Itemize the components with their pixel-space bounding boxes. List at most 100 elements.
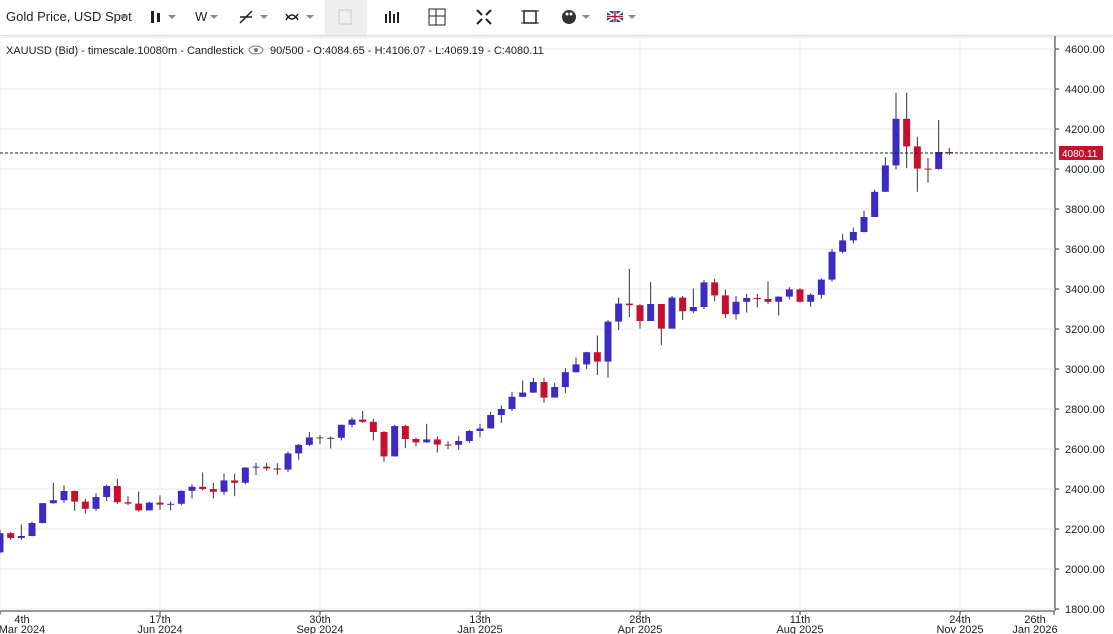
eye-shape <box>248 45 264 55</box>
y-tick-label: 3600.00 <box>1065 244 1105 256</box>
indicator-button[interactable] <box>238 8 272 26</box>
candle-body <box>49 500 57 504</box>
candle-body <box>871 191 879 217</box>
candle-body <box>497 409 505 415</box>
x-tick-label: 26th <box>1024 614 1045 626</box>
y-tick-label: 3800.00 <box>1065 204 1105 216</box>
candle-body <box>732 301 740 315</box>
candle-body <box>348 419 356 425</box>
candle-body <box>369 421 377 432</box>
interval-selector[interactable]: W <box>195 9 208 24</box>
y-tick-label: 4400.00 <box>1065 84 1105 96</box>
candle-body <box>241 467 249 483</box>
candle-body <box>913 146 921 169</box>
candle-body <box>775 296 783 302</box>
eye-pupil <box>254 48 258 52</box>
x-tick-label: 30th <box>309 614 330 626</box>
y-tick-label: 2000.00 <box>1065 564 1105 576</box>
candle-body <box>743 298 751 302</box>
y-tick-label: 4200.00 <box>1065 124 1105 136</box>
candle-body <box>849 232 857 241</box>
candle-body <box>785 289 793 297</box>
candle-body <box>412 439 420 443</box>
candle-body <box>263 466 271 469</box>
candle-body <box>103 486 111 497</box>
y-tick-label: 2400.00 <box>1065 484 1105 496</box>
candle-body <box>252 466 260 468</box>
candle-body <box>177 490 185 504</box>
y-tick-label: 3400.00 <box>1065 284 1105 296</box>
volume-button[interactable] <box>382 8 402 26</box>
y-tick-label: 2800.00 <box>1065 404 1105 416</box>
candle-body <box>0 533 4 553</box>
candle-body <box>305 437 313 445</box>
candle-body <box>145 502 153 511</box>
candle-body <box>583 352 591 365</box>
candle-body <box>593 352 601 362</box>
candle-body <box>807 294 815 302</box>
toolbar: Gold Price, USD Spot W <box>0 0 1113 36</box>
x-tick-label: Apr 2025 <box>618 624 663 634</box>
candle-body <box>273 468 281 470</box>
candle-body <box>444 444 452 446</box>
theme-button[interactable] <box>560 7 596 27</box>
candle-body <box>839 240 847 252</box>
candle-body <box>817 279 825 295</box>
x-tick-label: 4th <box>14 614 29 626</box>
candle-body <box>679 297 687 312</box>
candle-body <box>860 217 868 232</box>
candle-body <box>231 480 239 483</box>
candle-body <box>647 304 655 321</box>
candle-body <box>615 303 623 322</box>
candle-body <box>636 305 644 321</box>
symbol-selector[interactable]: Gold Price, USD Spot <box>6 9 132 24</box>
candle-body <box>60 491 68 501</box>
candle-body <box>881 165 889 192</box>
x-tick-label: Aug 2025 <box>776 624 823 634</box>
candle-body <box>625 303 633 306</box>
x-tick-label: 11th <box>790 614 811 626</box>
eye-icon <box>248 45 264 55</box>
candle-body <box>924 168 932 170</box>
last-price-label: 4080.11 <box>1062 149 1098 160</box>
candle-body <box>167 503 175 505</box>
candle-body <box>721 295 729 315</box>
candle-body <box>423 439 431 443</box>
candle-body <box>337 424 345 438</box>
candle-body <box>892 118 900 166</box>
x-tick-label: Nov 2025 <box>936 624 983 634</box>
language-button[interactable] <box>606 7 642 27</box>
candle-body <box>113 486 121 503</box>
candle-body <box>156 502 164 505</box>
y-tick-label: 3000.00 <box>1065 364 1105 376</box>
y-tick-label: 4000.00 <box>1065 164 1105 176</box>
candle-body <box>508 396 516 409</box>
grid <box>0 37 1055 611</box>
candle-body <box>753 298 761 299</box>
zoom-fit-button[interactable] <box>520 7 540 27</box>
dropdown-arrow <box>210 15 218 19</box>
candle-body <box>327 437 335 439</box>
chart-type-button[interactable] <box>148 8 178 26</box>
x-tick-label: 24th <box>949 614 970 626</box>
candle-body <box>124 502 132 504</box>
candle-body <box>945 152 953 154</box>
crosshair-button[interactable] <box>427 7 447 27</box>
x-tick-label: Mar 2024 <box>0 624 45 634</box>
candle-body <box>487 415 495 429</box>
candle-body <box>71 491 79 502</box>
draw-button[interactable] <box>325 0 367 35</box>
compare-button[interactable] <box>284 8 318 26</box>
x-tick-label: Jan 2025 <box>457 624 502 634</box>
candle-body <box>284 453 292 470</box>
fullscreen-button[interactable] <box>474 7 494 27</box>
candle-body <box>903 118 911 147</box>
y-tick-label: 3200.00 <box>1065 324 1105 336</box>
candle-body <box>700 282 708 307</box>
chart-info: 90/500 - O:4084.65 - H:4106.07 - L:4069.… <box>270 45 544 57</box>
candle-body <box>135 503 143 511</box>
last-price-tag <box>1059 145 1103 160</box>
candle-body <box>209 489 217 492</box>
candle-body <box>604 321 612 362</box>
